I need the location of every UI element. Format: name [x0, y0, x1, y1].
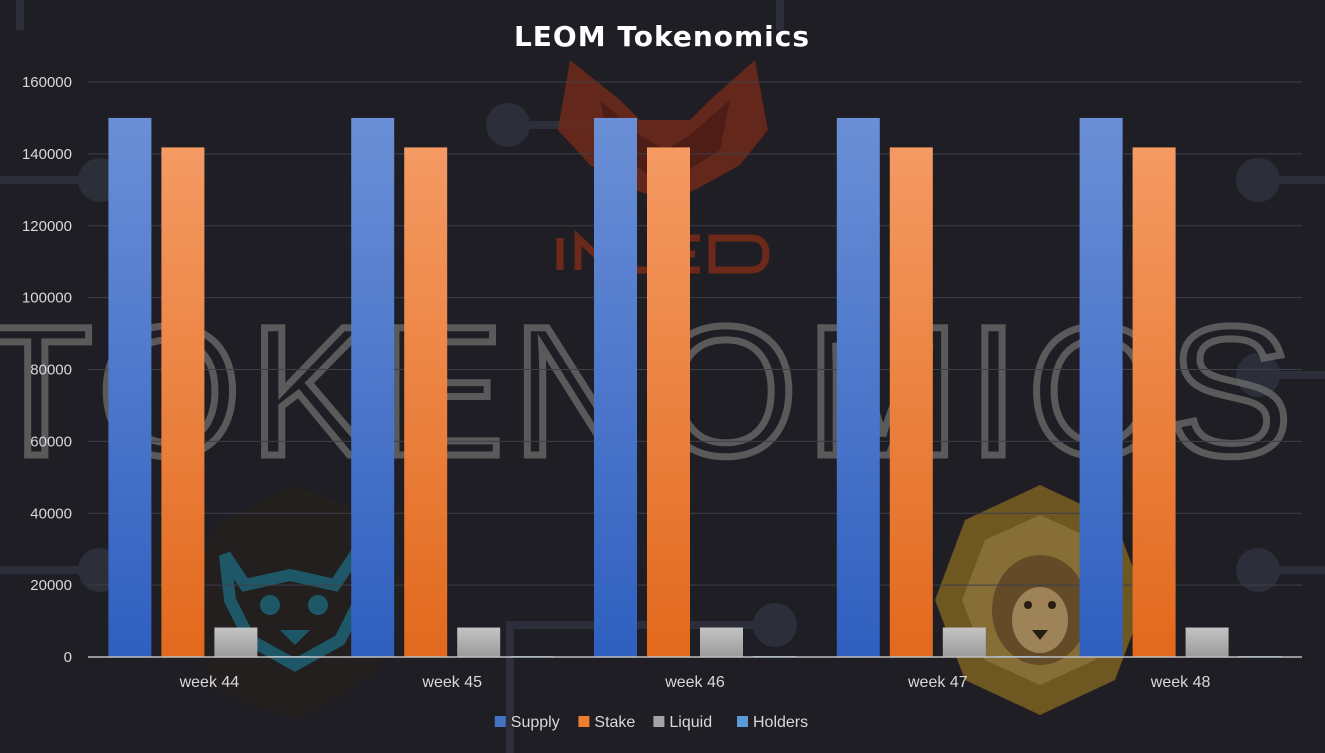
y-tick-label: 0 [64, 649, 72, 666]
legend-label-stake: Stake [594, 714, 635, 731]
bar-stake-week-46 [647, 147, 690, 657]
y-tick-label: 80000 [30, 362, 72, 379]
y-tick-label: 20000 [30, 577, 72, 594]
bar-stake-week-47 [889, 147, 933, 657]
y-tick-label: 60000 [30, 433, 72, 450]
legend-swatch-holders [737, 716, 748, 727]
bar-stake-week-45 [404, 147, 448, 657]
legend-swatch-liquid [653, 716, 665, 727]
bar-supply-week-48 [1079, 117, 1123, 657]
legend-swatch-supply [494, 716, 506, 727]
bar-liquid-week-46 [700, 627, 743, 657]
chart-title: LEOM Tokenomics [514, 20, 810, 53]
bar-liquid-week-47 [942, 627, 986, 657]
x-tick-label: week 44 [179, 674, 240, 691]
legend-label-liquid: Liquid [669, 714, 712, 731]
x-tick-label: week 46 [664, 674, 725, 691]
y-tick-label: 120000 [22, 218, 72, 235]
circuit-nodes [78, 103, 1280, 647]
bar-supply-week-47 [836, 117, 880, 657]
x-tick-label: week 48 [1150, 674, 1211, 691]
legend: Supply Stake Liquid Holders [494, 714, 808, 731]
bar-liquid-week-44 [214, 627, 258, 657]
y-tick-label: 100000 [22, 290, 72, 307]
bar-stake-week-48 [1132, 147, 1176, 657]
x-tick-label: week 47 [907, 674, 968, 691]
y-tick-label: 40000 [30, 505, 72, 522]
bar-liquid-week-45 [457, 627, 501, 657]
y-tick-label: 160000 [22, 74, 72, 91]
bar-supply-week-44 [108, 117, 152, 657]
bar-stake-week-44 [161, 147, 205, 657]
bar-liquid-week-48 [1185, 627, 1229, 657]
bar-supply-week-46 [594, 117, 637, 657]
bars [108, 117, 1282, 657]
x-axis-ticks: week 44 week 45 week 46 week 47 week 48 [179, 674, 1211, 691]
y-tick-label: 140000 [22, 146, 72, 163]
bar-supply-week-45 [351, 117, 395, 657]
legend-label-holders: Holders [753, 714, 808, 731]
y-axis-ticks: 0 20000 40000 60000 80000 100000 120000 140000 1… [22, 74, 72, 666]
legend-swatch-stake [578, 716, 590, 727]
x-tick-label: week 45 [421, 674, 482, 691]
legend-label-supply: Supply [511, 714, 560, 731]
